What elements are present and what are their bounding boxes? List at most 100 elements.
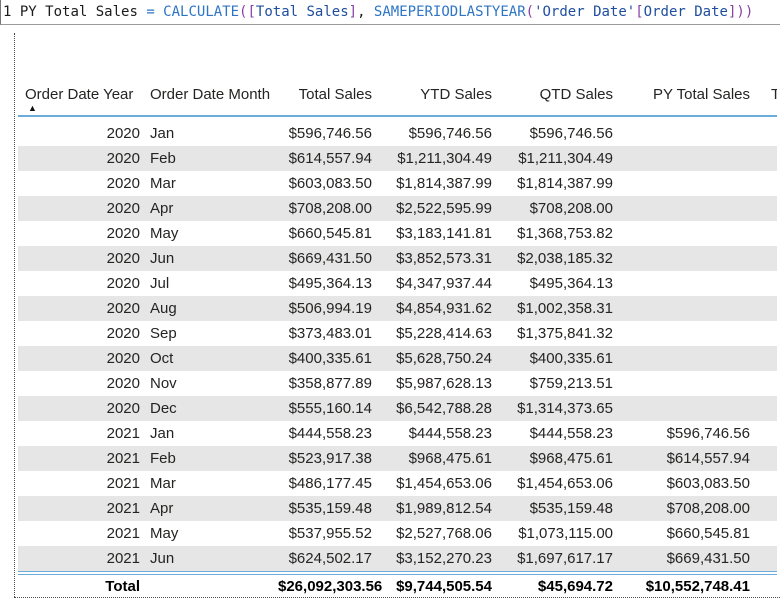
cell-qtd-sales: $1,697,617.17 [517, 550, 613, 567]
cell-extra [750, 221, 777, 246]
cell-py-total-sales [613, 296, 750, 321]
cell-py-total-sales: $614,557.94 [666, 450, 750, 467]
cell-ytd-sales: $1,211,304.49 [397, 150, 492, 167]
cell-py-total-sales: $708,208.00 [666, 500, 750, 517]
cell-ytd-sales: $4,347,937.44 [396, 275, 492, 292]
column-header-py-total-sales[interactable]: PY Total Sales [613, 85, 750, 117]
cell-ytd-sales: $3,183,141.81 [396, 225, 492, 242]
cell-month: Jun [150, 250, 175, 267]
table-row[interactable]: 2021 Feb $523,917.38 $968,475.61 $968,475.61… [18, 446, 777, 471]
table-row[interactable]: 2020 Nov $358,877.89 $5,987,628.13 $759,213.… [18, 371, 777, 396]
cell-year: 2020 [106, 175, 140, 192]
cell-total-sales: $603,083.50 [288, 175, 372, 192]
formula-token: , [357, 4, 374, 20]
cell-month: Jan [150, 425, 175, 442]
header-row: Order Date Year ▲ Order Date Month Total… [18, 85, 777, 117]
table-visual: Order Date Year ▲ Order Date Month Total… [18, 85, 777, 598]
cell-py-total-sales: $596,746.56 [666, 425, 750, 442]
table-row[interactable]: 2021 Apr $535,159.48 $1,989,812.54 $535,159.… [18, 496, 777, 521]
cell-year: 2020 [106, 350, 140, 367]
table-row[interactable]: 2020 Mar $603,083.50 $1,814,387.99 $1,814,38… [18, 171, 777, 196]
cell-qtd-sales: $1,814,387.99 [517, 175, 613, 192]
table-row[interactable]: 2020 Jan $596,746.56 $596,746.56 $596,746.56 [18, 121, 777, 146]
table-row[interactable]: 2020 Oct $400,335.61 $5,628,750.24 $400,335.… [18, 346, 777, 371]
table-row[interactable]: 2020 Jul $495,364.13 $4,347,937.44 $495,364.… [18, 271, 777, 296]
table-row[interactable]: 2020 Aug $506,994.19 $4,854,931.62 $1,002,35… [18, 296, 777, 321]
cell-ytd-sales: $5,228,414.63 [396, 325, 492, 342]
dax-formula-bar[interactable]: 1 PY Total Sales = CALCULATE([Total Sale… [0, 0, 780, 25]
table-row[interactable]: 2020 Dec $555,160.14 $6,542,788.28 $1,314,37… [18, 396, 777, 421]
cell-ytd-sales: $1,454,653.06 [396, 475, 492, 492]
column-header-total-sales[interactable]: Total Sales [278, 85, 372, 117]
canvas-bottom-edge [14, 597, 780, 598]
table-row[interactable]: 2020 Jun $669,431.50 $3,852,573.31 $2,038,18… [18, 246, 777, 271]
cell-py-total-sales: $660,545.81 [666, 525, 750, 542]
formula-token: ( [525, 4, 535, 20]
cell-qtd-sales: $495,364.13 [529, 275, 613, 292]
table-row[interactable]: 2020 May $660,545.81 $3,183,141.81 $1,368,75… [18, 221, 777, 246]
table-row[interactable]: 2021 May $537,955.52 $2,527,768.06 $1,073,11… [18, 521, 777, 546]
cell-month: Jun [150, 550, 175, 567]
cell-extra [750, 546, 777, 571]
cell-extra [750, 121, 777, 146]
cell-total-sales: $660,545.81 [288, 225, 372, 242]
cell-py-total-sales [613, 146, 750, 171]
formula-token: )) [736, 4, 754, 20]
column-header-order-date-month[interactable]: Order Date Month [140, 85, 278, 117]
cell-py-total-sales [613, 371, 750, 396]
total-row[interactable]: Total $26,092,303.56 $9,744,505.54 $45,6… [18, 575, 777, 598]
formula-token: ( [239, 4, 248, 20]
table-row[interactable]: 2020 Feb $614,557.94 $1,211,304.49 $1,211,30… [18, 146, 777, 171]
formula-token: 'Order Date' [534, 4, 636, 20]
column-header-order-date-year[interactable]: Order Date Year ▲ [18, 85, 140, 117]
cell-month: May [150, 525, 179, 542]
cell-year: 2020 [106, 200, 140, 217]
cell-year: 2021 [106, 525, 140, 542]
cell-year: 2020 [106, 375, 140, 392]
cell-extra [750, 446, 777, 471]
column-header-qtd-sales[interactable]: QTD Sales [492, 85, 613, 117]
cell-extra [750, 521, 777, 546]
cell-month: Mar [150, 475, 176, 492]
cell-year: 2021 [106, 500, 140, 517]
total-month-cell [140, 575, 278, 598]
cell-py-total-sales [613, 121, 750, 146]
cell-ytd-sales: $968,475.61 [408, 450, 492, 467]
cell-py-total-sales: $603,083.50 [666, 475, 750, 492]
cell-extra [750, 346, 777, 371]
table-row[interactable]: 2020 Sep $373,483.01 $5,228,414.63 $1,375,84… [18, 321, 777, 346]
cell-year: 2020 [106, 125, 140, 142]
cell-ytd-sales: $5,987,628.13 [396, 375, 492, 392]
cell-py-total-sales [613, 321, 750, 346]
formula-token: = [146, 4, 164, 20]
cell-year: 2020 [106, 325, 140, 342]
table-row[interactable]: 2020 Apr $708,208.00 $2,522,595.99 $708,208.… [18, 196, 777, 221]
table-row[interactable]: 2021 Jan $444,558.23 $444,558.23 $444,558.23… [18, 421, 777, 446]
cell-total-sales: $555,160.14 [288, 400, 372, 417]
column-header-clipped[interactable]: T [750, 85, 777, 117]
cell-ytd-sales: $3,852,573.31 [396, 250, 492, 267]
cell-month: Feb [150, 150, 176, 167]
cell-ytd-sales: $1,989,812.54 [396, 500, 492, 517]
sort-ascending-icon[interactable]: ▲ [28, 103, 37, 113]
cell-total-sales: $708,208.00 [288, 200, 372, 217]
cell-total-sales: $495,364.13 [288, 275, 372, 292]
cell-qtd-sales: $400,335.61 [529, 350, 613, 367]
formula-code: PY Total Sales = CALCULATE([Total Sales]… [20, 4, 753, 20]
cell-total-sales: $669,431.50 [288, 250, 372, 267]
table-row[interactable]: 2021 Mar $486,177.45 $1,454,653.06 $1,454,65… [18, 471, 777, 496]
matrix-table: Order Date Year ▲ Order Date Month Total… [18, 85, 777, 598]
cell-extra [750, 171, 777, 196]
cell-qtd-sales: $1,368,753.82 [517, 225, 613, 242]
cell-qtd-sales: $535,159.48 [529, 500, 613, 517]
cell-total-sales: $506,994.19 [288, 300, 372, 317]
cell-qtd-sales: $1,073,115.00 [518, 525, 613, 542]
cell-extra [750, 246, 777, 271]
cell-month: Oct [150, 350, 174, 367]
table-row[interactable]: 2021 Jun $624,502.17 $3,152,270.23 $1,697,61… [18, 546, 777, 571]
column-header-ytd-sales[interactable]: YTD Sales [372, 85, 492, 117]
cell-year: 2020 [106, 400, 140, 417]
cell-qtd-sales: $708,208.00 [529, 200, 613, 217]
total-label: Total [105, 578, 140, 595]
cell-total-sales: $358,877.89 [288, 375, 372, 392]
